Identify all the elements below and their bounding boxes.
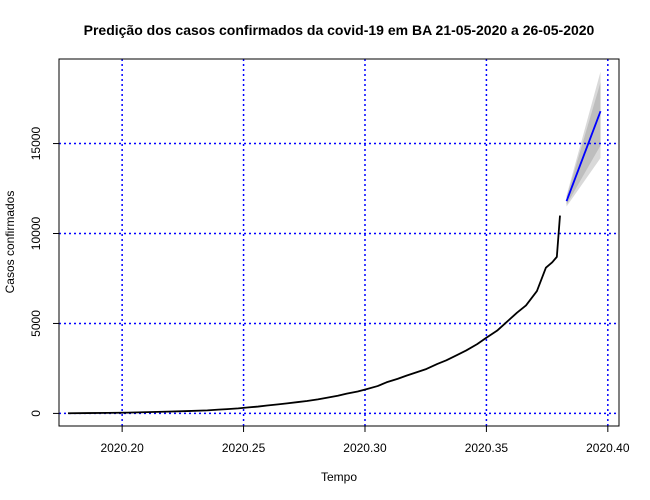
- x-tick-label-3: 2020.35: [465, 441, 509, 455]
- x-tick-label-0: 2020.20: [100, 441, 144, 455]
- series-line-forecast: [565, 110, 602, 202]
- y-tick-label-2: 10000: [29, 216, 43, 250]
- chart-title: Predição dos casos confirmados da covid-…: [84, 22, 595, 38]
- y-tick-label-0: 0: [29, 410, 43, 417]
- y-tick-label-1: 5000: [29, 310, 43, 337]
- x-axis-label: Tempo: [321, 470, 357, 484]
- prediction-band-inner: [566, 82, 601, 205]
- plot-area: 2020.20 2020.25 2020.30 2020.35 2020.40 0 5000…: [29, 58, 630, 455]
- y-tick-label-3: 15000: [29, 127, 43, 161]
- x-tick-label-1: 2020.25: [222, 441, 266, 455]
- y-axis-label: Casos confirmados: [3, 191, 17, 294]
- x-tick-label-2: 2020.30: [343, 441, 387, 455]
- x-tick-label-4: 2020.40: [586, 441, 630, 455]
- plot-frame: [58, 58, 620, 427]
- series-line-observed: [67, 215, 561, 415]
